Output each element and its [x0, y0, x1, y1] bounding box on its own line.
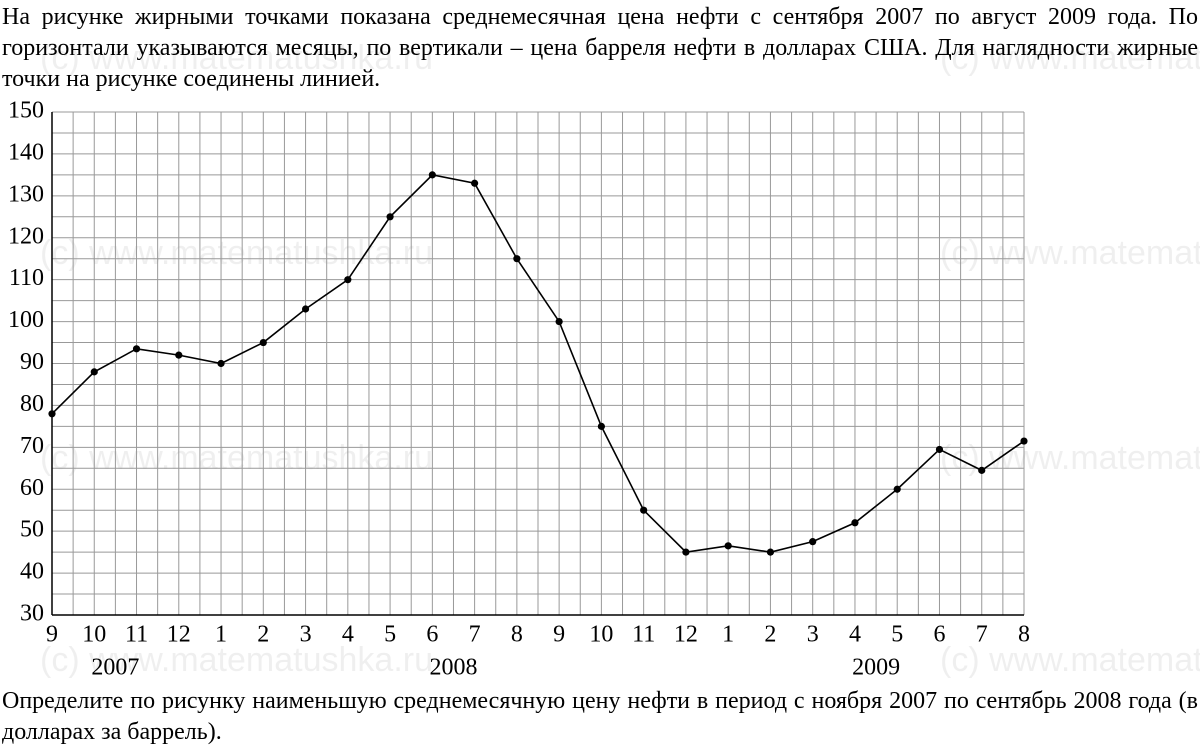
x-tick-label: 11: [125, 622, 148, 648]
data-point: [48, 410, 56, 418]
data-point: [935, 445, 944, 454]
watermark: (c) www.matematushka.ru: [40, 234, 433, 272]
x-tick-label: 5: [891, 622, 903, 648]
year-label: 2008: [429, 655, 477, 681]
x-tick-label: 6: [426, 622, 438, 648]
data-point: [809, 538, 817, 546]
x-tick-label: 7: [976, 622, 988, 648]
x-tick-label: 8: [1018, 622, 1030, 648]
y-tick-label: 110: [9, 265, 44, 291]
x-tick-label: 4: [849, 622, 861, 648]
data-point: [597, 422, 605, 430]
question-text: Определите по рисунку наименьшую среднем…: [2, 688, 1198, 745]
y-tick-label: 60: [20, 475, 44, 501]
data-point: [301, 305, 310, 313]
watermark: (c) www.matematushka.ru: [940, 39, 1200, 77]
watermark: (c) www.matematushka.ru: [40, 439, 433, 477]
data-point: [132, 345, 141, 353]
y-tick-label: 70: [20, 433, 44, 459]
x-tick-label: 7: [469, 622, 481, 648]
data-point: [893, 485, 901, 493]
data-point: [259, 338, 267, 347]
y-tick-label: 130: [8, 181, 44, 207]
data-point: [217, 359, 225, 368]
year-label: 2009: [852, 655, 900, 681]
x-tick-label: 1: [722, 622, 734, 648]
intro-text: На рисунке жирными точками показана сред…: [2, 4, 1198, 92]
x-tick-label: 11: [632, 622, 655, 648]
watermark: (c) www.matematushka.ru: [40, 641, 433, 679]
data-point: [471, 179, 479, 187]
y-tick-label: 40: [20, 559, 44, 585]
data-point: [513, 255, 521, 263]
data-point: [724, 542, 732, 550]
watermark: (c) www.matematushka.ru: [40, 39, 433, 77]
y-tick-label: 140: [8, 139, 44, 165]
year-label: 2007: [91, 655, 139, 681]
watermark: (c) www.matematushka.ru: [940, 641, 1200, 679]
y-tick-label: 100: [8, 307, 44, 333]
y-tick-label: 150: [8, 98, 44, 124]
data-point: [344, 276, 352, 284]
y-tick-label: 50: [20, 517, 44, 543]
y-tick-label: 80: [20, 391, 44, 417]
x-tick-label: 1: [215, 622, 227, 648]
x-tick-label: 4: [342, 622, 354, 648]
data-point: [682, 548, 690, 556]
data-point: [1020, 437, 1028, 445]
x-tick-label: 3: [807, 622, 819, 648]
data-point: [851, 519, 859, 527]
data-point: [766, 548, 775, 556]
x-tick-label: 2: [257, 622, 269, 648]
y-tick-label: 90: [20, 349, 44, 375]
data-point: [640, 506, 648, 514]
x-tick-label: 2: [764, 622, 776, 648]
x-tick-label: 12: [674, 622, 698, 648]
x-tick-label: 12: [167, 622, 191, 648]
x-tick-label: 5: [384, 622, 396, 648]
watermark: (c) www.matematushka.ru: [940, 234, 1200, 272]
x-tick-label: 9: [46, 622, 58, 648]
y-tick-label: 120: [8, 223, 44, 249]
data-point: [90, 368, 98, 376]
data-point: [555, 317, 563, 326]
price-line: [51, 174, 1025, 553]
data-point: [978, 466, 986, 474]
data-point: [428, 171, 436, 179]
x-tick-label: 8: [511, 622, 523, 648]
x-tick-label: 10: [82, 622, 106, 648]
data-point: [386, 213, 394, 221]
data-point: [175, 351, 183, 359]
x-tick-label: 3: [300, 622, 312, 648]
x-tick-label: 10: [589, 622, 613, 648]
y-tick-label: 30: [20, 601, 44, 627]
x-tick-label: 6: [933, 622, 945, 648]
x-tick-label: 9: [553, 622, 565, 648]
